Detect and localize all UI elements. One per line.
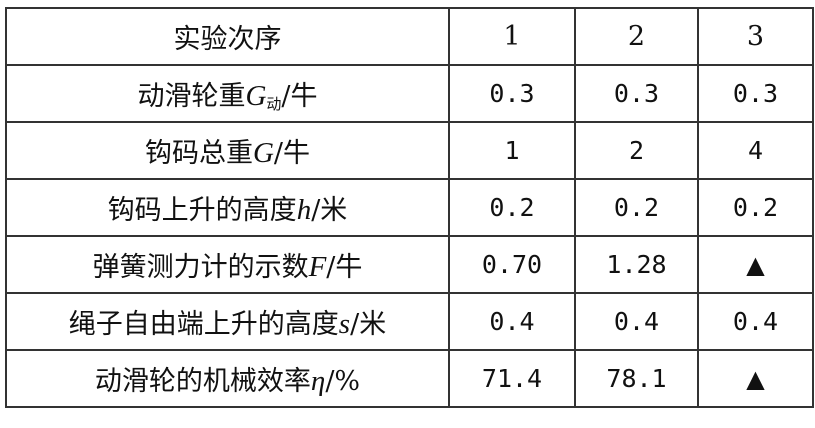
label-text: 动滑轮重 (137, 80, 246, 112)
row-label: 实验次序 (5, 7, 450, 66)
variable: G (252, 137, 274, 169)
variable: h (296, 194, 312, 226)
row-label: 钩码总重G/牛 (5, 121, 450, 180)
value-cell: 2 (574, 7, 699, 66)
value-cell: 1 (448, 7, 576, 66)
value-cell: 0.3 (697, 64, 814, 123)
table-row: 绳子自由端上升的高度s/米 0.4 0.4 0.4 (5, 292, 814, 351)
label-text: 绳子自由端上升的高度 (68, 309, 339, 340)
header-row: 实验次序 1 2 3 (5, 7, 814, 66)
value-cell: 3 (697, 7, 814, 66)
value-cell: 0.2 (697, 178, 814, 237)
row-label: 弹簧测力计的示数F/牛 (5, 235, 450, 294)
value-cell: 0.3 (574, 64, 699, 123)
label-text: 钩码总重 (144, 138, 253, 169)
unit: /% (325, 366, 361, 397)
label-text: 弹簧测力计的示数 (92, 252, 309, 283)
table-row: 弹簧测力计的示数F/牛 0.70 1.28 ▲ (5, 235, 814, 294)
value-cell: 0.4 (574, 292, 699, 351)
value-cell: 71.4 (448, 349, 576, 408)
row-label: 动滑轮重G动/牛 (5, 64, 450, 123)
value-cell: 78.1 (574, 349, 699, 408)
label-text: 动滑轮的机械效率 (94, 366, 311, 397)
value-cell: 0.4 (697, 292, 814, 351)
table-row: 钩码上升的高度h/米 0.2 0.2 0.2 (5, 178, 814, 237)
unit: /牛 (281, 80, 318, 112)
row-label: 钩码上升的高度h/米 (5, 178, 450, 237)
label-text: 实验次序 (173, 24, 282, 55)
label-text: 钩码上升的高度 (107, 195, 297, 226)
unit: /米 (350, 309, 387, 340)
value-cell: 1 (448, 121, 576, 180)
table-row: 动滑轮重G动/牛 0.3 0.3 0.3 (5, 64, 814, 123)
variable: η (310, 365, 326, 397)
row-label: 动滑轮的机械效率η/% (5, 349, 450, 408)
blank-triangle-cell: ▲ (697, 349, 814, 408)
unit: /牛 (273, 138, 311, 169)
value-cell: 4 (697, 121, 814, 180)
blank-triangle-cell: ▲ (697, 235, 814, 294)
value-cell: 0.70 (448, 235, 576, 294)
table-row: 钩码总重G/牛 1 2 4 (5, 121, 814, 180)
table-row: 动滑轮的机械效率η/% 71.4 78.1 ▲ (5, 349, 814, 408)
variable: s (338, 308, 351, 340)
variable: F (308, 251, 327, 283)
unit: /牛 (326, 252, 363, 283)
value-cell: 0.4 (448, 292, 576, 351)
subscript: 动 (266, 94, 282, 113)
row-label: 绳子自由端上升的高度s/米 (5, 292, 450, 351)
value-cell: 0.2 (448, 178, 576, 237)
value-cell: 1.28 (574, 235, 699, 294)
variable: G (245, 79, 267, 112)
value-cell: 0.3 (448, 64, 576, 123)
experiment-table: 实验次序 1 2 3 动滑轮重G动/牛 0.3 0.3 0.3 钩码总重G/牛 1 2 4 钩码上升的高… (5, 7, 814, 408)
value-cell: 0.2 (574, 178, 699, 237)
unit: /米 (311, 195, 348, 226)
value-cell: 2 (574, 121, 699, 180)
